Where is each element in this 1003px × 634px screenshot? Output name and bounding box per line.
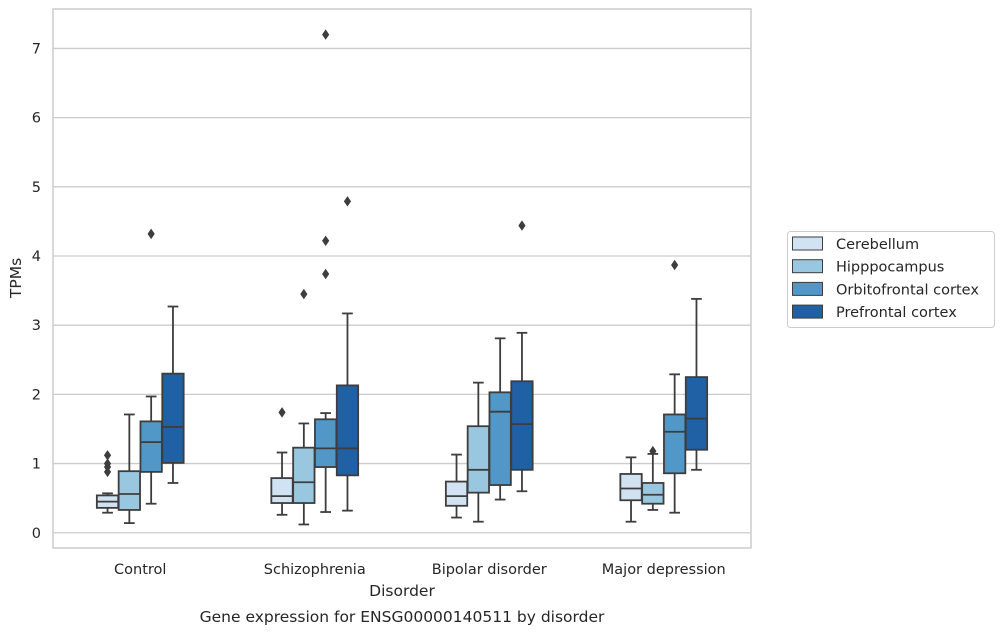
plot-frame — [52, 8, 752, 549]
box-cerebellum — [444, 453, 469, 519]
x-tick-label: Control — [114, 562, 166, 578]
box-prefrontal-cortex — [335, 196, 360, 512]
outlier-point — [103, 458, 112, 469]
box-iqr — [161, 372, 185, 464]
box-iqr — [335, 384, 360, 477]
y-tick-label: 0 — [32, 526, 41, 542]
y-axis-label: TPMs — [7, 258, 25, 299]
legend-swatch — [792, 236, 823, 251]
box-iqr — [292, 446, 316, 504]
box-iqr — [444, 480, 469, 507]
outlier-point — [649, 445, 657, 457]
box-hipppocampus — [641, 445, 665, 511]
box-iqr — [117, 470, 141, 511]
box-hipppocampus — [117, 413, 141, 524]
legend-label: Prefrontal cortex — [836, 305, 957, 321]
y-tick-label: 3 — [32, 318, 41, 334]
box-iqr — [139, 420, 163, 473]
box-iqr — [663, 413, 687, 475]
y-tick-label: 6 — [32, 111, 41, 127]
box-prefrontal-cortex — [161, 305, 185, 484]
box-cerebellum — [95, 450, 120, 514]
outlier-point — [300, 288, 308, 300]
box-iqr — [270, 477, 294, 504]
boxes — [95, 29, 709, 526]
legend-label: Cerebellum — [836, 237, 919, 253]
y-tick-label: 1 — [32, 457, 41, 473]
legend-label: Hipppocampus — [836, 260, 944, 276]
box-iqr — [684, 376, 709, 451]
x-tick-label: Bipolar disorder — [432, 562, 547, 578]
x-axis-ticks: Control Schizophrenia Bipolar disorder Majo… — [114, 562, 726, 578]
box-iqr — [488, 391, 512, 486]
y-tick-label: 2 — [32, 387, 41, 403]
box-cerebellum — [619, 456, 643, 523]
outlier-point — [322, 29, 330, 40]
legend-swatch — [792, 304, 823, 319]
legend-label: Orbitofrontal cortex — [836, 282, 979, 298]
outlier-point — [343, 196, 352, 207]
chart-caption: Gene expression for ENSG00000140511 by d… — [200, 608, 605, 626]
box-hipppocampus — [292, 288, 316, 526]
y-axis-ticks: 0 1 2 3 4 5 6 7 — [32, 41, 41, 541]
box-iqr — [466, 425, 490, 494]
box-hipppocampus — [466, 381, 490, 523]
x-tick-label: Major depression — [602, 562, 726, 578]
outlier-point — [103, 450, 112, 461]
outlier-point — [671, 259, 679, 271]
y-tick-label: 7 — [32, 41, 41, 57]
x-axis-label: Disorder — [369, 582, 435, 600]
box-iqr — [314, 418, 338, 468]
legend: Cerebellum Hipppocampus Orbitofrontal cort… — [787, 231, 995, 328]
box-orbitofrontal-cortex — [488, 337, 512, 501]
box-cerebellum — [270, 407, 294, 516]
box-orbitofrontal-cortex — [314, 29, 338, 513]
outlier-point — [518, 220, 526, 231]
y-tick-label: 5 — [32, 180, 41, 196]
outlier-point — [147, 228, 155, 240]
box-orbitofrontal-cortex — [139, 228, 163, 505]
x-tick-label: Schizophrenia — [264, 562, 366, 578]
outlier-point — [322, 235, 330, 246]
box-iqr — [641, 482, 665, 505]
legend-swatch — [792, 281, 823, 296]
y-tick-label: 4 — [32, 249, 41, 265]
outlier-point — [322, 268, 330, 280]
legend-frame — [787, 231, 995, 328]
box-iqr — [510, 380, 534, 471]
box-prefrontal-cortex — [684, 298, 709, 471]
box-iqr — [619, 473, 643, 502]
legend-swatch — [792, 259, 823, 274]
outlier-point — [278, 407, 286, 418]
box-prefrontal-cortex — [510, 220, 534, 493]
box-orbitofrontal-cortex — [663, 259, 687, 514]
